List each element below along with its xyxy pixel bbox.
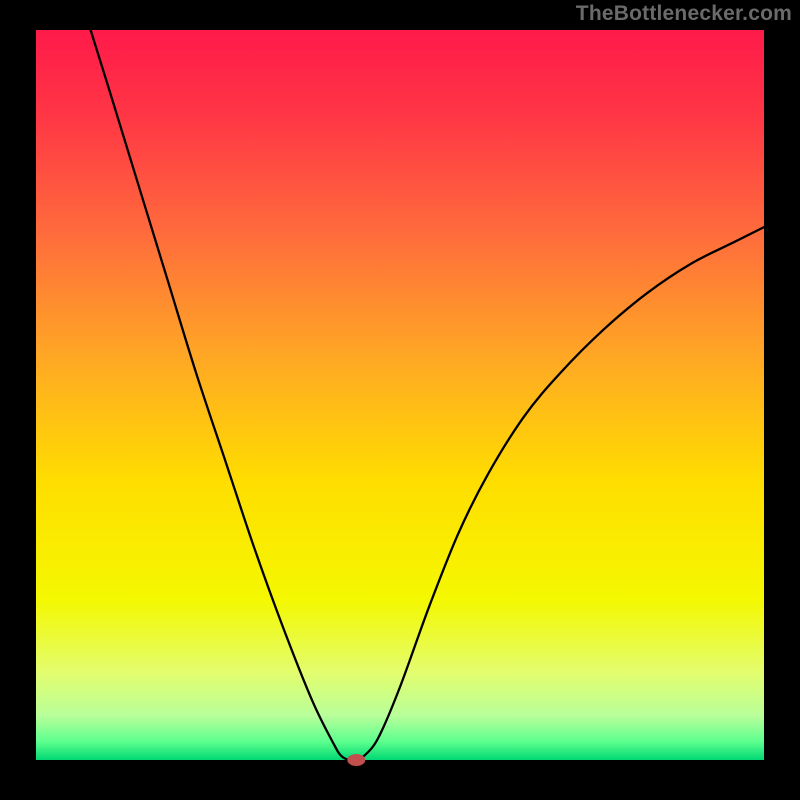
optimal-point-marker bbox=[347, 754, 365, 766]
chart-svg bbox=[0, 0, 800, 800]
plot-gradient-background bbox=[36, 30, 764, 760]
root: { "canvas": { "width": 800, "height": 80… bbox=[0, 0, 800, 800]
watermark-text: TheBottlenecker.com bbox=[576, 2, 792, 26]
